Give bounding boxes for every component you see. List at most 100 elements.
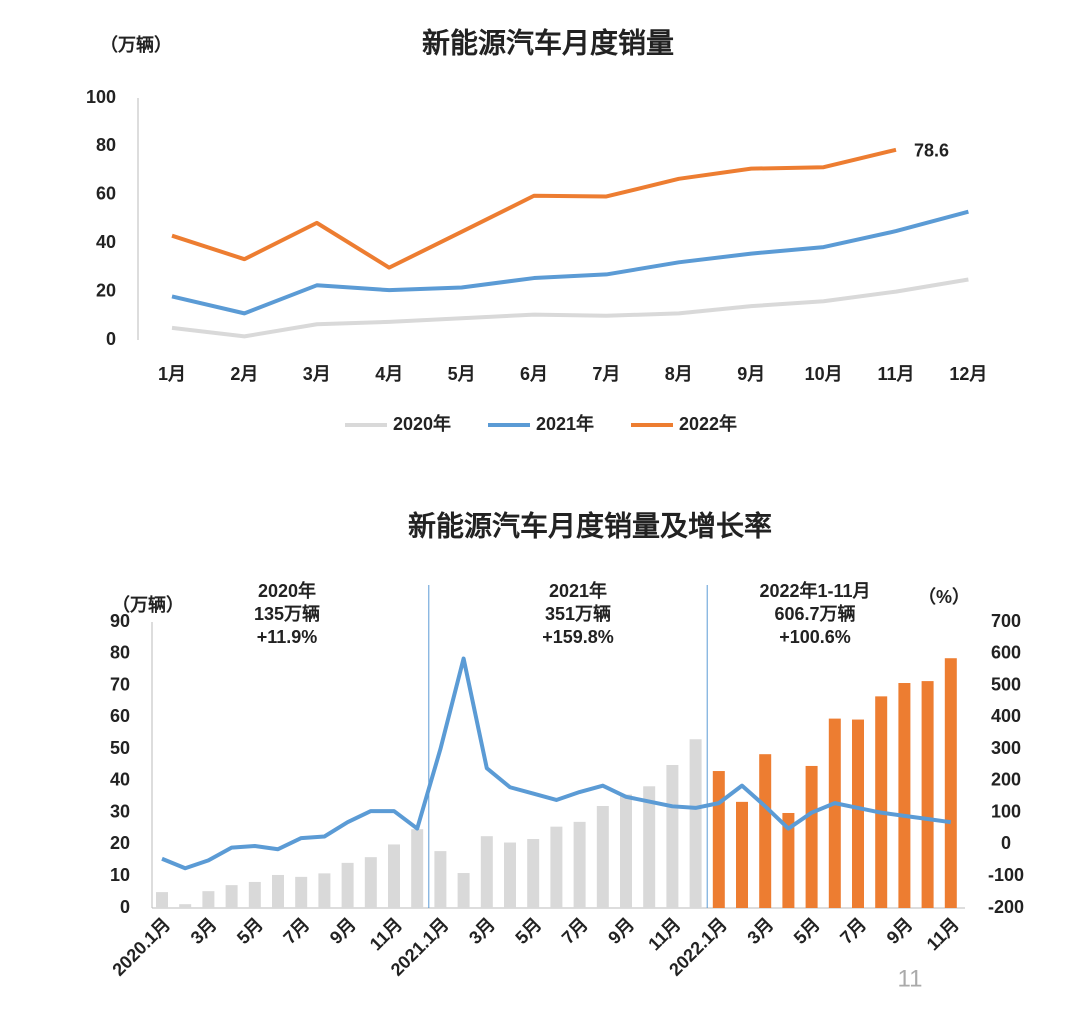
x-tick-label: 11月 <box>923 914 963 954</box>
x-tick-label: 11月 <box>877 364 914 384</box>
x-tick-label: 7月 <box>279 914 313 948</box>
x-tick-label: 5月 <box>511 914 545 948</box>
bar <box>225 885 238 908</box>
y-tick-label: 40 <box>96 232 116 252</box>
line <box>161 656 952 871</box>
bar <box>828 718 841 908</box>
bar <box>295 876 308 908</box>
bar <box>248 881 261 908</box>
bar <box>364 857 377 908</box>
annotation: 606.7万辆 <box>774 603 855 624</box>
y-tick-label: 90 <box>110 611 130 631</box>
bar <box>596 805 609 908</box>
page-number: 11 <box>898 965 923 992</box>
bar <box>759 754 772 908</box>
annotation: 135万辆 <box>254 603 320 624</box>
bar <box>921 681 934 908</box>
y2-tick-label: 200 <box>991 770 1021 790</box>
y-tick-label: 0 <box>120 897 130 917</box>
x-tick-label: 11月 <box>366 914 406 954</box>
x-tick-label: 3月 <box>465 914 499 948</box>
x-tick-label: 9月 <box>604 914 638 948</box>
bar <box>875 696 888 908</box>
y2-tick-label: -200 <box>988 897 1024 917</box>
x-tick-label: 9月 <box>326 914 360 948</box>
y-tick-label: 60 <box>96 184 116 204</box>
legend-label: 2020年 <box>393 413 451 434</box>
bar <box>341 862 354 908</box>
bar <box>388 844 400 908</box>
bar <box>272 874 284 908</box>
x-tick-label: 5月 <box>790 914 824 948</box>
y-tick-label: 50 <box>110 738 130 758</box>
x-tick-label: 2月 <box>230 364 258 384</box>
line <box>171 209 969 316</box>
y-unit: （万辆） <box>112 594 184 615</box>
y2-tick-label: -100 <box>988 865 1024 885</box>
y2-tick-label: 400 <box>991 706 1021 726</box>
bar <box>457 873 470 908</box>
bar <box>782 812 795 908</box>
bar <box>666 765 679 908</box>
x-tick-label: 3月 <box>303 364 331 384</box>
annotation: +159.8% <box>542 627 614 647</box>
bar <box>573 821 586 908</box>
x-tick-label: 11月 <box>644 914 684 954</box>
bar <box>504 842 516 908</box>
bar <box>898 683 911 908</box>
annotation: 78.6 <box>914 141 949 161</box>
bar <box>202 891 215 908</box>
y-tick-label: 10 <box>110 865 130 885</box>
x-tick-label: 1月 <box>158 364 186 384</box>
x-tick-label: 3月 <box>187 914 221 948</box>
bar <box>712 771 725 908</box>
annotation: 2021年 <box>549 580 607 601</box>
annotation: 2020年 <box>258 580 316 601</box>
y-tick-label: 40 <box>110 770 130 790</box>
y2-tick-label: 600 <box>991 643 1021 663</box>
x-tick-label: 4月 <box>375 364 403 384</box>
x-tick-label: 8月 <box>665 364 693 384</box>
x-tick-label: 12月 <box>949 364 987 384</box>
x-tick-label: 5月 <box>233 914 267 948</box>
line <box>171 147 897 270</box>
bar <box>620 794 632 908</box>
y-tick-label: 0 <box>106 329 116 349</box>
x-tick-label: 9月 <box>737 364 765 384</box>
y-tick-label: 100 <box>86 87 116 107</box>
y-tick-label: 60 <box>110 706 130 726</box>
y-unit: （万辆） <box>100 34 172 55</box>
bar <box>689 739 702 908</box>
bar <box>156 892 168 908</box>
y2-tick-label: 700 <box>991 611 1021 631</box>
bar <box>643 786 656 908</box>
y2-tick-label: 100 <box>991 801 1021 821</box>
legend-label: 2022年 <box>679 413 737 434</box>
x-tick-label: 10月 <box>805 364 843 384</box>
annotation: +100.6% <box>779 627 851 647</box>
x-tick-label: 7月 <box>836 914 870 948</box>
chart-title: 新能源汽车月度销量 <box>422 26 674 58</box>
bar <box>179 904 192 908</box>
legend-label: 2021年 <box>536 413 594 434</box>
bar <box>318 873 331 908</box>
chart-title: 新能源汽车月度销量及增长率 <box>408 509 772 541</box>
bar <box>944 658 957 908</box>
x-tick-label: 5月 <box>448 364 476 384</box>
x-tick-label: 6月 <box>520 364 548 384</box>
annotation: 351万辆 <box>545 603 611 624</box>
x-tick-label: 2020.1月 <box>108 914 174 980</box>
y2-tick-label: 0 <box>1001 833 1011 853</box>
bar <box>480 836 493 908</box>
y2-tick-label: 300 <box>991 738 1021 758</box>
y-tick-label: 70 <box>110 674 130 694</box>
y-tick-label: 30 <box>110 801 130 821</box>
y-tick-label: 20 <box>96 280 116 300</box>
line <box>171 277 969 339</box>
x-tick-label: 7月 <box>558 914 592 948</box>
bar <box>852 719 864 908</box>
x-tick-label: 3月 <box>743 914 777 948</box>
bar <box>550 826 563 908</box>
bar <box>434 851 447 908</box>
